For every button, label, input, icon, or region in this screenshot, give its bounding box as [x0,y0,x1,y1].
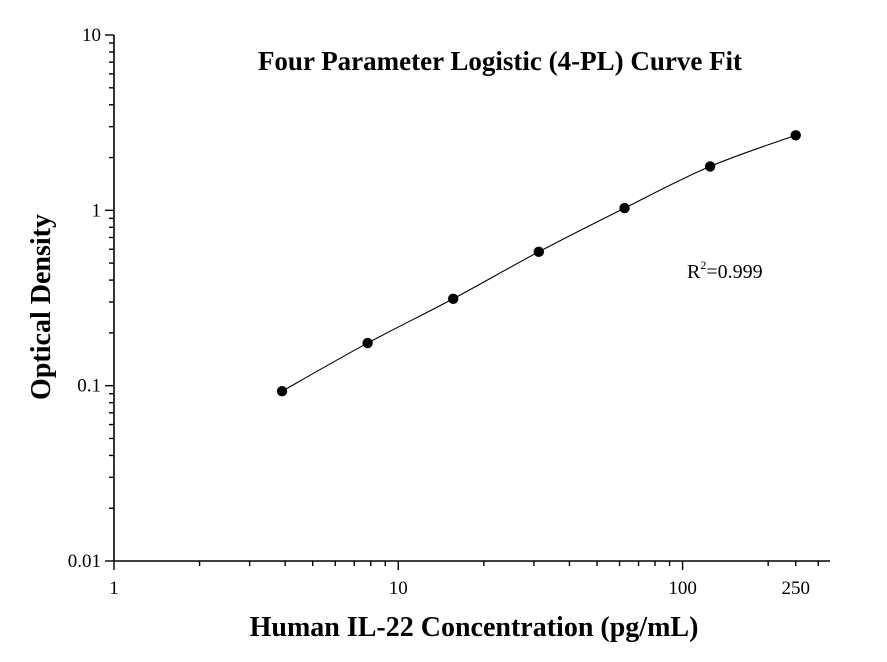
data-point [790,130,801,141]
data-point [276,385,288,397]
x-tick-label: 1 [109,578,119,599]
data-point [704,161,716,172]
y-tick-label: 0.1 [77,376,101,397]
x-axis-label: Human IL-22 Concentration (pg/mL) [250,612,699,643]
r-squared-base: R [687,261,701,283]
y-axis-label: Optical Density [26,214,57,400]
r-squared-annotation: R2=0.999 [687,258,763,283]
axes [113,35,830,562]
data-point [447,293,459,304]
data-point [533,246,544,258]
data-point [619,202,630,214]
y-tick-label: 0.01 [68,551,101,572]
data-points [276,130,801,397]
y-tick-label: 1 [92,200,102,221]
r-squared-superscript: 2 [700,258,706,272]
chart-title: Four Parameter Logistic (4-PL) Curve Fit [258,46,742,76]
data-point [362,337,373,349]
x-tick-label: 250 [781,578,810,599]
x-axis-ticks: 1 10 100 250 [109,561,819,599]
x-tick-label: 100 [668,578,697,599]
y-tick-label: 10 [82,25,101,46]
y-axis-ticks: 0.01 0.1 1 10 [68,25,114,572]
x-tick-label: 10 [389,578,408,599]
r-squared-value: =0.999 [706,261,762,283]
